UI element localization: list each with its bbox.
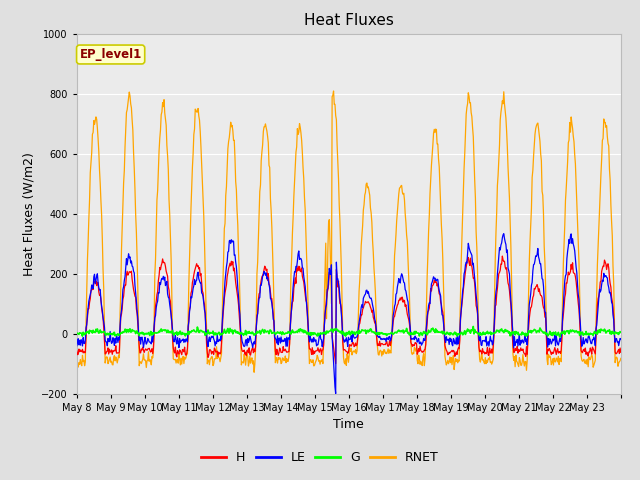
- Legend: H, LE, G, RNET: H, LE, G, RNET: [196, 446, 444, 469]
- Title: Heat Fluxes: Heat Fluxes: [304, 13, 394, 28]
- X-axis label: Time: Time: [333, 418, 364, 431]
- Y-axis label: Heat Fluxes (W/m2): Heat Fluxes (W/m2): [22, 152, 36, 276]
- Text: EP_level1: EP_level1: [79, 48, 142, 61]
